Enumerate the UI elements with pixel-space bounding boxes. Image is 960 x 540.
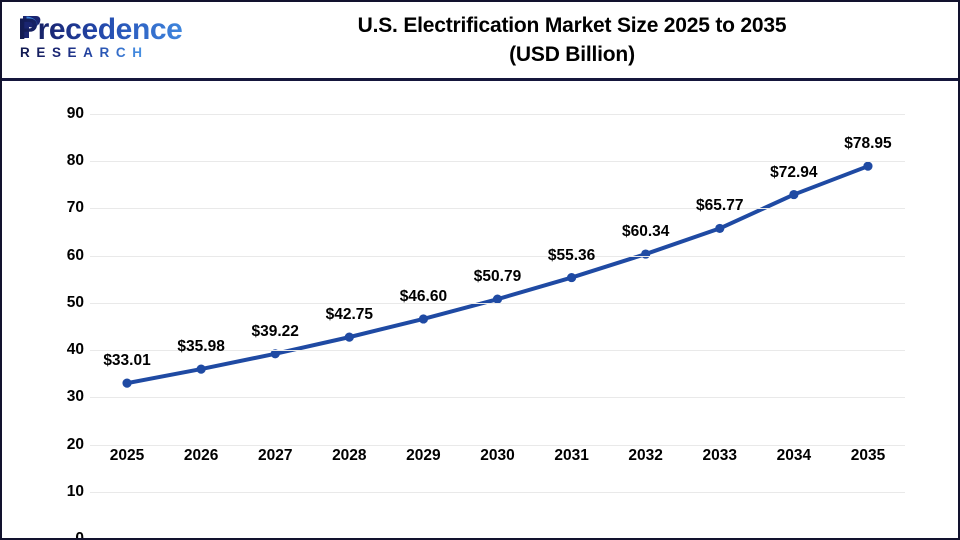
logo-wordmark: Precedence <box>18 13 183 46</box>
gridline <box>90 255 905 257</box>
line-chart: 90 80 70 60 50 40 30 20 10 0 $33.01 $35.98 $39.22 $4… <box>2 84 958 538</box>
data-point-marker[interactable] <box>122 378 132 388</box>
series-svg <box>122 161 873 388</box>
data-point-label: $78.95 <box>844 135 892 153</box>
y-axis-tick-label: 30 <box>66 388 84 406</box>
data-point-marker[interactable] <box>196 364 206 374</box>
y-axis-tick-label: 70 <box>66 199 84 217</box>
data-point-marker[interactable] <box>715 223 725 234</box>
precedence-research-logo: Precedence RESEARCH <box>12 12 183 68</box>
data-point-label: $42.75 <box>325 306 374 324</box>
x-axis-tick-label: 2031 <box>554 447 589 464</box>
data-point-label: $55.36 <box>547 246 596 264</box>
page-title-line2: (USD Billion) <box>509 43 635 66</box>
x-axis-tick-label: 2028 <box>332 447 367 464</box>
y-axis-tick-label: 50 <box>66 293 84 311</box>
gridline <box>90 161 905 163</box>
chart-header: Precedence RESEARCH U.S. Electrification… <box>2 2 958 81</box>
x-axis-tick-label: 2025 <box>109 447 145 464</box>
page-title-line1: U.S. Electrification Market Size 2025 to… <box>357 14 787 37</box>
gridline <box>90 208 905 210</box>
y-axis-tick-label: 20 <box>66 435 84 453</box>
x-axis-tick-label: 2032 <box>628 447 663 464</box>
x-axis-tick-label: 2035 <box>850 447 886 464</box>
x-axis-tick-label: 2034 <box>776 447 812 464</box>
y-axis-tick-label: 40 <box>66 341 84 359</box>
data-point-marker[interactable] <box>270 349 280 359</box>
x-axis-tick-label: 2033 <box>702 447 737 464</box>
x-axis-tick-labels: 2025 2026 2027 2028 2029 2030 2031 2032 2033 2034… <box>90 447 905 471</box>
data-point-label: $60.34 <box>621 223 670 241</box>
x-axis-tick-label: 2026 <box>183 447 219 464</box>
x-axis-tick-label: 2030 <box>480 447 515 464</box>
x-axis-tick-label: 2029 <box>406 447 441 464</box>
data-point-marker[interactable] <box>863 161 873 171</box>
x-axis-tick-label: 2027 <box>257 447 293 464</box>
gridline <box>90 491 905 493</box>
y-axis-tick-label: 10 <box>66 482 84 500</box>
data-point-label: $72.94 <box>770 163 818 181</box>
data-point-label: $35.98 <box>177 338 225 356</box>
gridline <box>90 444 905 446</box>
data-point-marker[interactable] <box>344 332 354 342</box>
data-point-marker[interactable] <box>418 314 429 324</box>
leaf-mark-icon <box>23 16 41 38</box>
y-axis-tick-labels: 90 80 70 60 50 40 30 20 10 0 <box>24 106 84 540</box>
y-axis-tick-label: 60 <box>66 246 84 264</box>
data-point-label: $65.77 <box>696 197 744 215</box>
gridline <box>90 397 905 399</box>
logo-subtitle: RESEARCH <box>20 45 149 60</box>
data-point-marker[interactable] <box>492 294 503 304</box>
data-point-label: $39.22 <box>251 322 299 340</box>
y-axis-tick-label: 80 <box>66 152 84 170</box>
y-axis-tick-label: 0 <box>75 530 84 540</box>
page-title: U.S. Electrification Market Size 2025 to… <box>202 11 942 69</box>
data-point-marker[interactable] <box>566 272 577 283</box>
data-point-label: $46.60 <box>399 287 448 305</box>
data-point-marker[interactable] <box>789 189 799 200</box>
gridline <box>90 302 905 304</box>
gridline <box>90 114 905 115</box>
gridline <box>90 350 905 352</box>
y-axis-tick-label: 90 <box>66 105 84 122</box>
data-point-label: $50.79 <box>473 268 522 286</box>
plot-area: $33.01 $35.98 $39.22 $42.75 $46.60 $50.79 $55.… <box>90 114 905 538</box>
data-point-label: $33.01 <box>103 352 151 370</box>
data-point-marker[interactable] <box>641 249 651 259</box>
